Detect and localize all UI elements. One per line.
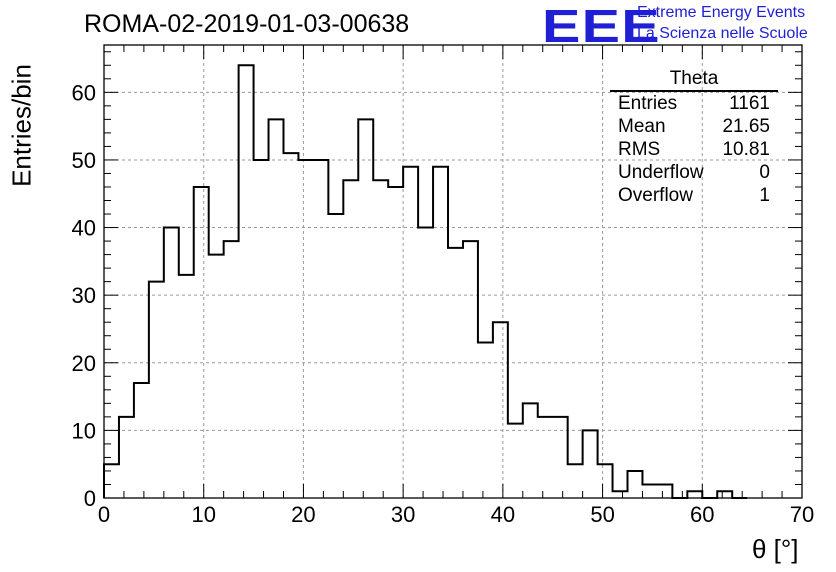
histogram-bin (508, 424, 523, 498)
y-tick-label: 20 (72, 351, 96, 376)
histogram-bin (283, 153, 298, 498)
histogram-bin (717, 491, 732, 498)
x-tick-label: 20 (291, 502, 315, 527)
stat-row-overflow: Overflow 1 (610, 184, 778, 207)
stat-label: RMS (618, 139, 661, 160)
stat-value: 21.65 (722, 116, 770, 137)
axis-ticks (103, 45, 803, 499)
histogram-bin (134, 383, 149, 498)
y-tick-label: 10 (72, 418, 96, 443)
histogram-bin (313, 160, 328, 498)
histogram-bin (194, 187, 209, 498)
x-tick-label: 40 (491, 502, 515, 527)
y-tick-label: 30 (72, 283, 96, 308)
y-tick-label: 50 (72, 148, 96, 173)
y-axis-label-box: Entries/bin (2, 64, 42, 187)
histogram-bin (298, 160, 313, 498)
chart-title: ROMA-02-2019-01-03-00638 (84, 10, 410, 38)
x-tick-label: 10 (191, 502, 215, 527)
histogram-bin (463, 241, 478, 498)
plot-frame (103, 44, 803, 499)
histogram-bin (388, 187, 403, 498)
x-tick-label: 30 (391, 502, 415, 527)
y-axis-label: Entries/bin (6, 64, 37, 187)
stat-row-underflow: Underflow 0 (610, 161, 778, 184)
histogram-bin (478, 342, 493, 498)
grid-lines (104, 45, 802, 498)
histogram-bin (583, 430, 598, 498)
histogram-bin (104, 464, 119, 498)
logo-line-1: Extreme Energy Events (637, 4, 806, 21)
histogram-bin (553, 417, 568, 498)
x-tick-label: 60 (690, 502, 714, 527)
stat-label: Mean (618, 116, 666, 137)
axes-frame (103, 44, 803, 499)
histogram-bin (493, 322, 508, 498)
histogram-bin (568, 464, 583, 498)
histogram-bin (687, 491, 702, 498)
histogram-bin (642, 484, 657, 498)
histogram-bin (358, 119, 373, 498)
stats-title: Theta (610, 68, 778, 92)
histogram-bin (538, 417, 553, 498)
x-tick-label: 0 (98, 502, 110, 527)
stat-row-mean: Mean 21.65 (610, 115, 778, 138)
histogram-bin (254, 160, 269, 498)
histogram-line (103, 64, 748, 499)
histogram-bin (613, 491, 628, 498)
logo-line-2: La Scienza nelle Scuole (637, 25, 808, 42)
y-tick-label: 60 (72, 80, 96, 105)
histogram-bin (657, 484, 672, 498)
x-tick-label: 70 (790, 502, 814, 527)
histogram-bin (179, 275, 194, 498)
x-axis-label: θ [°] (752, 534, 799, 564)
stats-box: Theta Entries 1161 Mean 21.65 RMS 10.81 … (610, 68, 778, 207)
histogram-bin (433, 167, 448, 498)
stat-value: 10.81 (722, 139, 770, 160)
histogram-bin (224, 241, 239, 498)
histogram-bins (103, 64, 748, 499)
histogram-bin (448, 248, 463, 498)
stat-value: 1 (759, 185, 770, 206)
stat-label: Overflow (618, 185, 693, 206)
histogram-bin (209, 255, 224, 498)
stat-label: Entries (618, 93, 678, 114)
histogram-bin (523, 403, 538, 498)
eee-logo-mark: EEE (542, 0, 661, 52)
histogram-bin (239, 65, 254, 498)
histogram-bin (598, 464, 613, 498)
stat-value: 1161 (729, 93, 770, 114)
histogram-bin (119, 417, 134, 498)
stat-row-entries: Entries 1161 (610, 92, 778, 115)
x-tick-label: 50 (590, 502, 614, 527)
y-tick-label: 0 (84, 486, 96, 511)
histogram-bin (269, 119, 284, 498)
y-tick-label: 40 (72, 216, 96, 241)
stat-row-rms: RMS 10.81 (610, 138, 778, 161)
histogram-bin (328, 214, 343, 498)
stat-label: Underflow (618, 162, 704, 183)
histogram-bin (149, 282, 164, 498)
histogram-bin (403, 167, 418, 498)
stat-value: 0 (759, 162, 770, 183)
histogram-bin (628, 471, 643, 498)
